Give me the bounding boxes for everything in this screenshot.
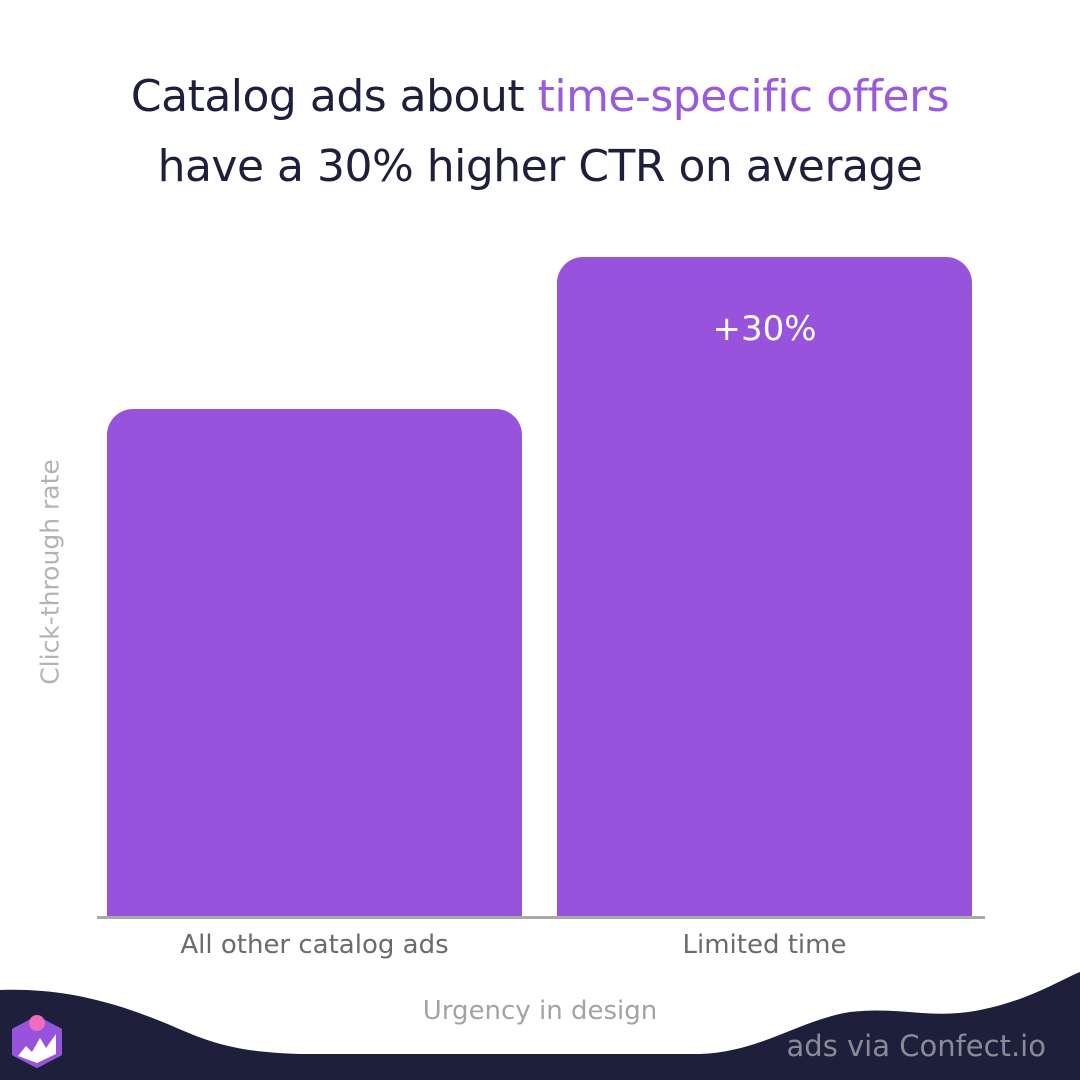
title-accent: time-specific offers: [537, 71, 950, 122]
bar-limited-time: +30%: [557, 257, 972, 917]
chart-title: Catalog ads about time-specific offers h…: [0, 62, 1080, 202]
category-label-all-other: All other catalog ads: [180, 930, 449, 960]
title-line-1: Catalog ads about time-specific offers: [130, 71, 950, 122]
brand-credit: ads via Confect.io: [786, 1029, 1046, 1063]
y-axis-label: Click-through rate: [35, 459, 65, 685]
title-line-2: have a 30% higher CTR on average: [157, 141, 923, 192]
x-axis-label: Urgency in design: [422, 996, 658, 1026]
bar-all-other-catalog-ads: [107, 409, 522, 917]
confect-logo-icon: [12, 1015, 62, 1068]
x-axis-baseline: [97, 916, 985, 919]
bar-annotation: +30%: [712, 309, 817, 349]
footer-wave: [0, 972, 1080, 1080]
category-label-limited-time: Limited time: [682, 930, 847, 960]
